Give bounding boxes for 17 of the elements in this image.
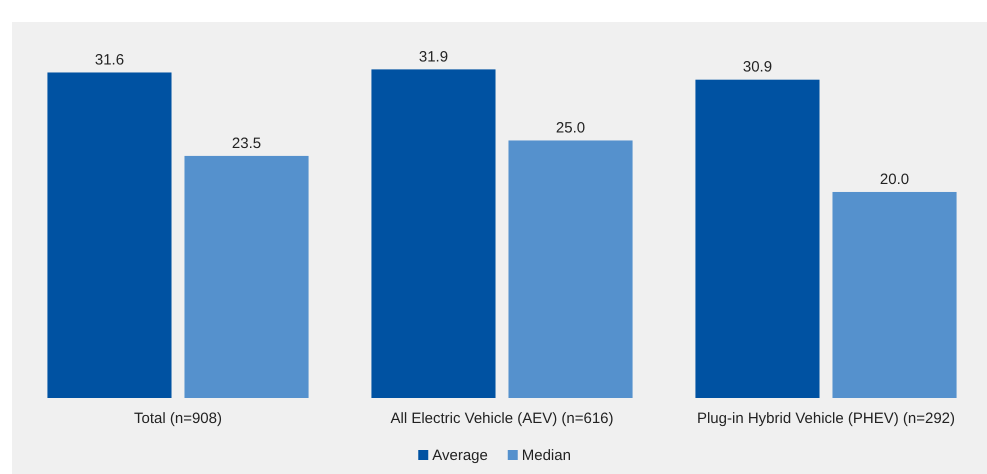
data-label: 23.5 (232, 134, 262, 152)
legend-label: Median (522, 447, 571, 464)
bar (371, 69, 496, 398)
bar (508, 140, 633, 398)
data-label: 30.9 (742, 58, 772, 76)
data-label: 25.0 (556, 119, 586, 136)
data-label: 20.0 (880, 170, 910, 188)
data-label: 31.9 (418, 48, 448, 66)
x-tick-label: All Electric Vehicle (AEV) (n=616) (390, 410, 614, 427)
x-tick-label: Plug-in Hybrid Vehicle (PHEV) (n=292) (696, 410, 956, 427)
bar (47, 72, 172, 398)
bar (695, 80, 820, 398)
x-tick-label: Total (n=908) (134, 410, 222, 427)
bar (832, 192, 957, 398)
data-label: 31.6 (94, 51, 124, 68)
legend-label: Average (432, 447, 488, 464)
bar (184, 156, 309, 398)
